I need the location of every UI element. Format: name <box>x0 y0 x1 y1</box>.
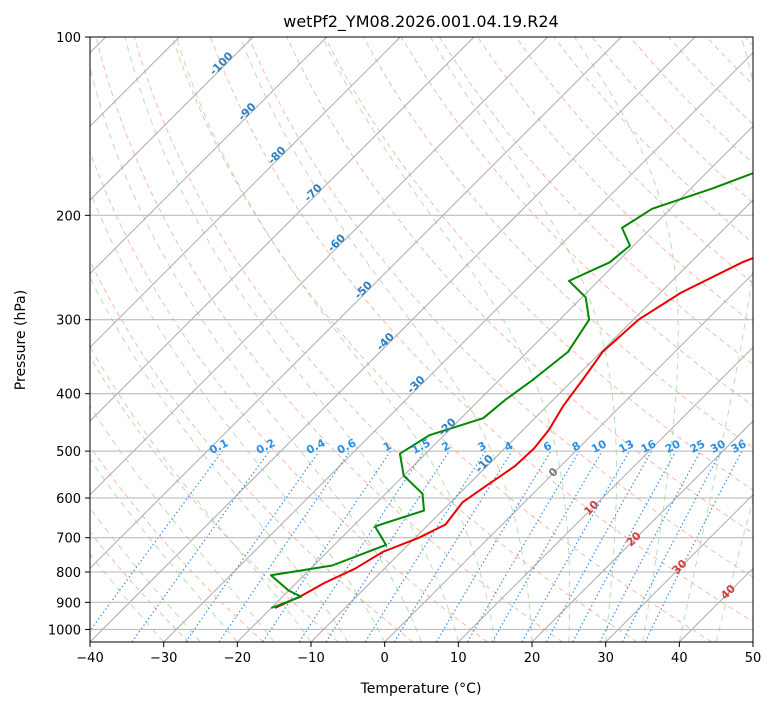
dry-adiabat-label: -60 <box>325 231 348 254</box>
mixing-ratio-label: 0.6 <box>335 436 359 457</box>
dry-adiabat <box>745 37 775 642</box>
isotherm-label: 40 <box>718 582 738 602</box>
y-tick-label: 900 <box>56 596 81 611</box>
dry-adiabat-label: -90 <box>235 100 258 123</box>
dry-adiabat-label: -50 <box>352 278 375 301</box>
isotherm <box>164 37 769 642</box>
dry-adiabat <box>0 37 338 642</box>
mixing-ratio-label: 1 <box>381 439 394 454</box>
moist-adiabat <box>323 37 570 642</box>
mixing-ratio-line <box>546 451 651 642</box>
x-tick-label: 0 <box>381 651 389 666</box>
dry-adiabat-label: -70 <box>302 181 325 204</box>
mixing-ratio-line <box>326 451 449 642</box>
moist-adiabat <box>753 37 775 642</box>
mixing-ratio-label: 25 <box>688 437 708 456</box>
isotherm <box>0 37 400 642</box>
dry-adiabat <box>668 37 775 642</box>
x-tick-label: 10 <box>450 651 467 666</box>
moist-adiabat <box>17 37 348 642</box>
mixing-ratio-label: 10 <box>589 437 609 456</box>
y-tick-label: 800 <box>56 566 81 581</box>
x-tick-label: −20 <box>224 651 251 666</box>
y-tick-label: 1000 <box>48 623 81 638</box>
mixing-ratio-label: 4 <box>502 439 515 454</box>
isotherm <box>237 37 775 642</box>
mixing-ratio-label: 20 <box>663 437 683 456</box>
moist-adiabat <box>176 37 495 642</box>
moist-adiabat <box>0 37 237 642</box>
y-axis-label: Pressure (hPa) <box>13 290 29 390</box>
moist-adiabat <box>0 37 274 642</box>
dry-adiabat-label: -10 <box>473 452 496 475</box>
y-tick-label: 100 <box>56 31 81 46</box>
moist-adiabat <box>125 37 458 642</box>
y-tick-label: 200 <box>56 209 81 224</box>
isotherm <box>385 37 775 642</box>
isotherm <box>753 37 775 642</box>
isotherm-label: 30 <box>670 557 690 577</box>
mixing-ratio-line <box>263 451 391 642</box>
dry-adiabat-label: -30 <box>404 373 427 396</box>
mixing-ratio-label: 13 <box>617 437 637 456</box>
mixing-ratio-label: 0.4 <box>304 436 328 457</box>
mixing-ratio-line <box>299 451 424 642</box>
x-axis-label: Temperature (°C) <box>360 681 482 697</box>
dry-adiabat <box>592 37 775 642</box>
dry-adiabat <box>0 37 264 642</box>
x-tick-label: −40 <box>76 651 103 666</box>
mixing-ratio-label: 36 <box>729 437 749 456</box>
mixing-ratio-line <box>600 451 701 642</box>
x-tick-label: 30 <box>597 651 614 666</box>
dry-adiabat <box>96 37 562 642</box>
dry-adiabat-label: -40 <box>374 330 397 353</box>
dry-adiabat-label: -100 <box>207 49 236 78</box>
y-tick-label: 400 <box>56 388 81 403</box>
y-tick-label: 600 <box>56 492 81 507</box>
isotherm <box>0 37 327 642</box>
moist-adiabat <box>716 37 775 642</box>
mixing-ratio-line <box>468 451 580 642</box>
isotherm <box>679 37 775 642</box>
mixing-ratio-label: 30 <box>708 437 728 456</box>
x-tick-label: 40 <box>671 651 688 666</box>
x-tick-label: −10 <box>297 651 324 666</box>
isotherm <box>0 37 474 642</box>
dry-adiabat <box>20 37 413 642</box>
plot-frame <box>90 37 753 642</box>
x-tick-label: 50 <box>745 651 762 666</box>
y-axis-ticks: 100 200 300 400 500 600 700 800 900 1000 <box>48 31 90 638</box>
y-tick-label: 700 <box>56 532 81 547</box>
mixing-ratio-line <box>82 451 223 642</box>
x-axis-ticks: −40 −30 −20 −10 0 10 20 30 40 50 <box>76 642 761 666</box>
mixing-ratio-label: 1.5 <box>409 436 432 457</box>
mixing-ratio-label: 16 <box>639 437 659 456</box>
dry-adiabat <box>516 37 775 642</box>
moist-adiabat <box>0 37 201 642</box>
moist-adiabat <box>575 37 679 642</box>
y-tick-label: 300 <box>56 314 81 329</box>
x-tick-label: −30 <box>150 651 177 666</box>
isotherm-label: 20 <box>624 529 644 549</box>
dry-adiabat-label: -80 <box>265 144 288 167</box>
dry-adiabat <box>707 37 775 642</box>
mixing-ratio-line <box>522 451 629 642</box>
x-tick-label: 20 <box>524 651 541 666</box>
chart-title: wetPf2_YM08.2026.001.04.19.R24 <box>283 12 558 32</box>
isotherm-label: 10 <box>581 498 601 518</box>
moist-adiabat <box>0 37 311 642</box>
mixing-ratio-label: 6 <box>541 439 554 454</box>
mixing-ratio-label: 0.2 <box>254 436 277 457</box>
mixing-ratio-line <box>573 451 676 642</box>
mixing-ratio-label: 0.1 <box>207 436 230 457</box>
y-tick-label: 500 <box>56 445 81 460</box>
